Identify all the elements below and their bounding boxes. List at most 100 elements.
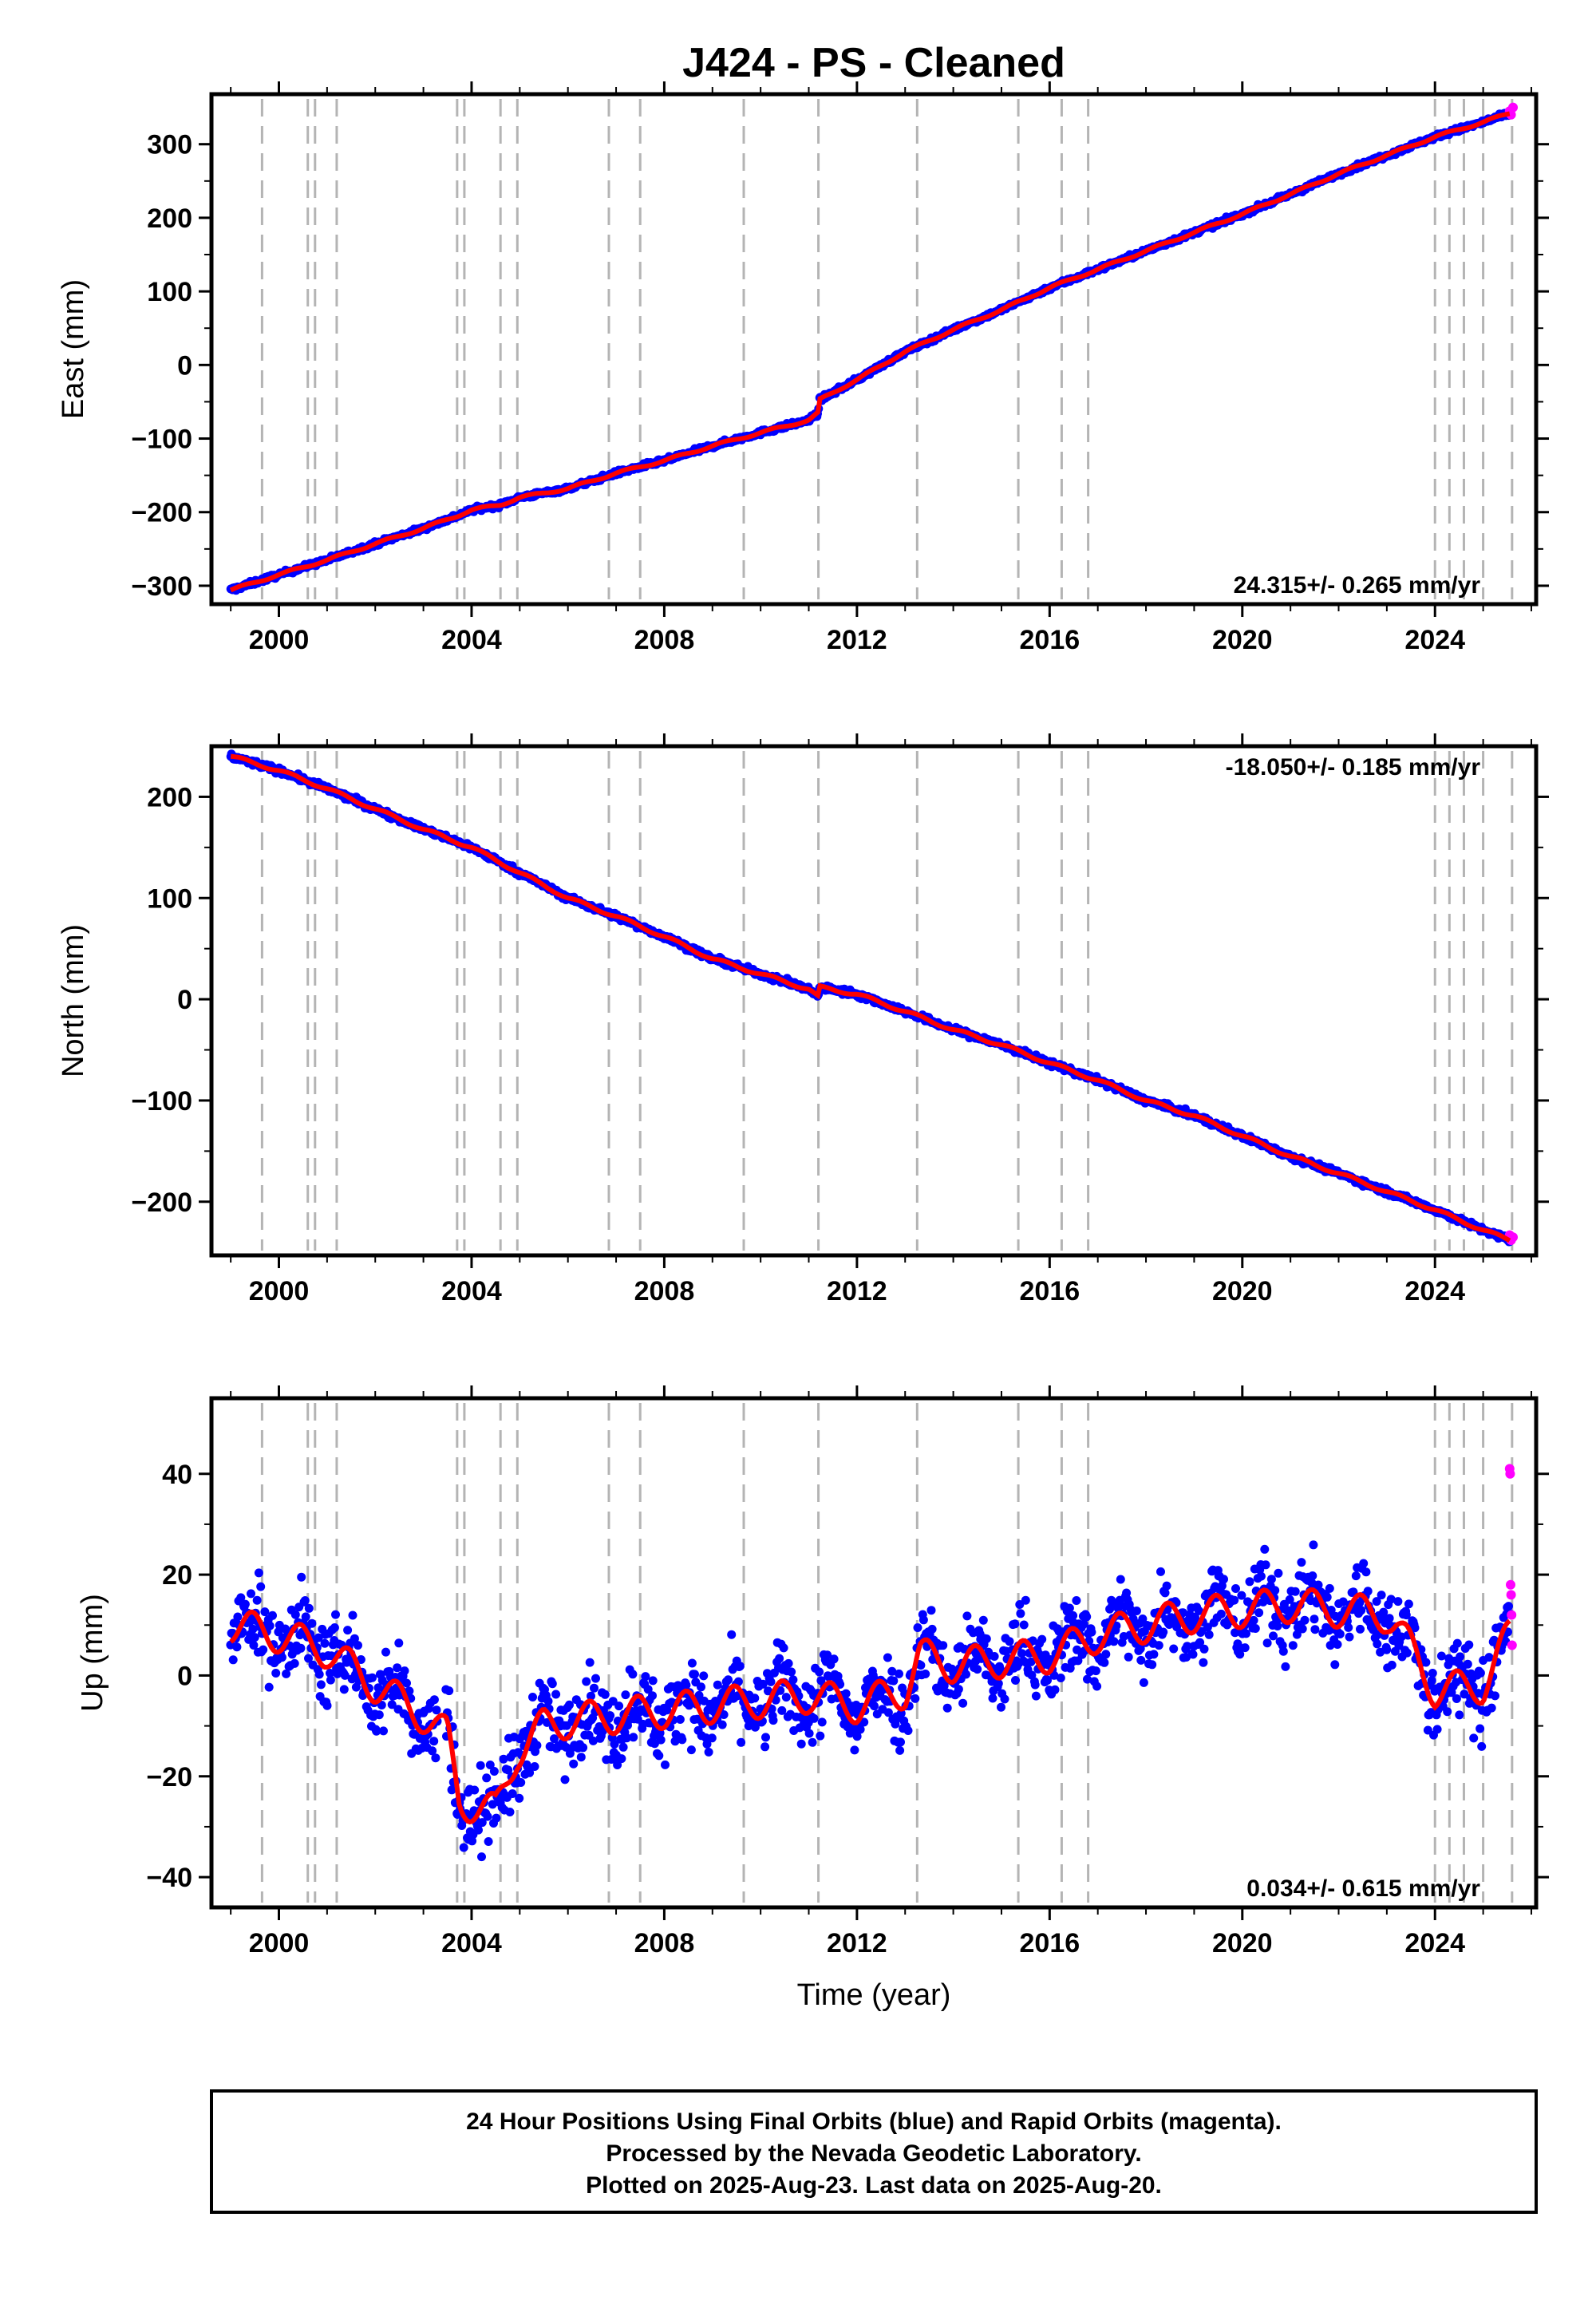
data-point [958, 1698, 968, 1708]
data-point [1000, 1694, 1009, 1704]
data-point [1372, 1597, 1381, 1607]
data-point [883, 1653, 892, 1662]
data-point [1237, 1591, 1246, 1600]
x-tick-label: 2000 [249, 625, 310, 655]
data-point [256, 1582, 266, 1591]
data-point [1031, 1691, 1041, 1701]
data-point [432, 1705, 441, 1715]
rapid-point [1508, 102, 1518, 113]
data-point [760, 1742, 770, 1752]
data-point [1245, 1577, 1254, 1587]
data-point [704, 1747, 713, 1757]
data-point [1160, 1588, 1170, 1598]
data-point [504, 1765, 513, 1775]
data-point [911, 1694, 920, 1703]
x-tick-label: 2024 [1404, 1276, 1465, 1306]
data-point [1427, 1676, 1436, 1686]
data-point [804, 1729, 814, 1738]
data-point [330, 1623, 339, 1632]
data-point [1136, 1644, 1145, 1654]
data-point [350, 1634, 359, 1643]
data-point [1281, 1662, 1290, 1671]
data-point [978, 1615, 988, 1625]
data-point [1300, 1615, 1310, 1625]
data-point [550, 1734, 559, 1744]
footer-box: 24 Hour Positions Using Final Orbits (bl… [210, 2089, 1538, 2214]
data-point [1188, 1650, 1198, 1659]
data-point [895, 1745, 905, 1755]
x-tick-label: 2024 [1404, 625, 1465, 655]
data-point [1056, 1674, 1065, 1682]
data-point [982, 1634, 991, 1643]
data-point [516, 1778, 526, 1787]
data-point [927, 1624, 937, 1634]
data-point [1373, 1639, 1382, 1649]
data-point [282, 1669, 291, 1678]
data-point [1297, 1558, 1306, 1567]
data-point [1162, 1581, 1171, 1591]
data-point [841, 1689, 851, 1698]
data-point [1073, 1656, 1083, 1666]
data-point [447, 1785, 456, 1795]
data-point [1256, 1571, 1266, 1581]
data-point [247, 1589, 255, 1599]
data-point [576, 1753, 586, 1762]
y-tick-label: −20 [146, 1762, 192, 1792]
data-point [1072, 1596, 1081, 1605]
data-point [252, 1595, 262, 1605]
data-point [374, 1710, 384, 1720]
data-point [1357, 1606, 1366, 1615]
data-point [429, 1695, 439, 1705]
data-point [815, 1667, 824, 1677]
data-point [779, 1643, 788, 1653]
x-tick-label: 2004 [441, 625, 502, 655]
data-point [1026, 1657, 1036, 1666]
data-point [1197, 1626, 1207, 1636]
data-point [613, 1761, 622, 1769]
data-point [543, 1697, 553, 1706]
data-point [379, 1726, 388, 1736]
data-point [1387, 1660, 1396, 1670]
data-point [1132, 1607, 1141, 1615]
data-point [641, 1672, 650, 1682]
data-point [1199, 1658, 1208, 1667]
data-point [1436, 1651, 1446, 1661]
data-point [268, 1611, 277, 1620]
y-tick-label: 200 [147, 782, 192, 812]
data-point [654, 1751, 664, 1761]
data-point [1476, 1668, 1485, 1678]
data-point [1487, 1703, 1496, 1713]
data-point [250, 1633, 259, 1642]
data-point [1428, 1669, 1437, 1678]
data-point [656, 1735, 666, 1745]
data-point [926, 1606, 936, 1615]
footer-line-3: Plotted on 2025-Aug-23. Last data on 202… [586, 2172, 1162, 2199]
data-point [1179, 1608, 1187, 1618]
data-point [850, 1745, 859, 1755]
data-point [1269, 1631, 1278, 1641]
data-point [1266, 1575, 1276, 1584]
data-point [750, 1694, 760, 1703]
data-point [1262, 1638, 1272, 1648]
data-point [1484, 1653, 1494, 1662]
data-point [1345, 1632, 1354, 1642]
data-point [547, 1679, 557, 1689]
data-point [271, 1669, 281, 1678]
data-point [1351, 1571, 1361, 1581]
data-point [525, 1768, 535, 1777]
data-point [895, 1669, 903, 1678]
data-point [429, 1737, 439, 1746]
data-points [226, 102, 1518, 595]
data-point [1219, 1575, 1228, 1584]
rapid-point [1505, 1468, 1515, 1479]
data-point [508, 1789, 517, 1798]
data-point [817, 1717, 827, 1727]
data-point [610, 1739, 619, 1749]
data-point [314, 1670, 324, 1679]
data-point [1443, 1707, 1452, 1717]
data-point [314, 1633, 323, 1642]
data-point [1010, 1619, 1020, 1629]
rapid-point [1507, 1640, 1517, 1650]
